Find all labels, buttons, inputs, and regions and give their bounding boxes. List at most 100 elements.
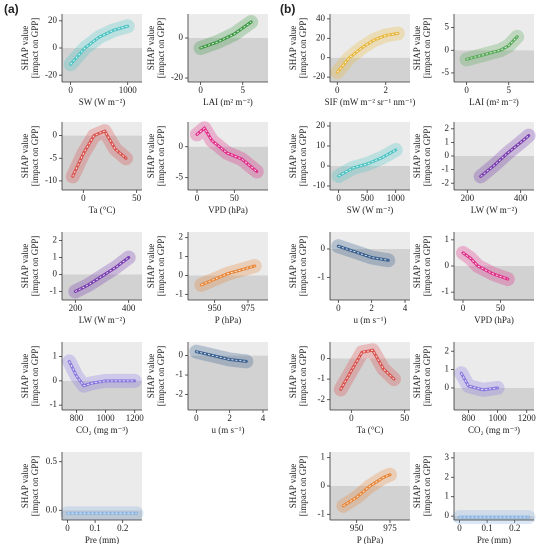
y-axis-label: SHAP value [20, 354, 30, 398]
positive-zone [330, 14, 410, 58]
y-axis-label: [impact on GPP] [156, 18, 166, 79]
trend-line [461, 251, 510, 281]
x-tick-label: 400 [122, 303, 136, 313]
x-axis-label: u (m s⁻¹) [354, 315, 387, 325]
y-tick-label: -1 [318, 373, 326, 383]
x-axis-label: LAI (m² m⁻²) [469, 97, 519, 107]
positive-zone [188, 232, 268, 276]
y-tick-label: -5 [176, 172, 184, 182]
y-tick-label: -2 [318, 394, 326, 404]
y-axis-label: SHAP value [412, 354, 422, 398]
trend-dash [338, 149, 396, 177]
x-tick-label: 0 [349, 413, 354, 423]
y-axis-label: SHAP value [412, 26, 422, 70]
x-tick-label: 5 [240, 85, 245, 95]
x-tick-label: 0 [198, 85, 203, 95]
x-tick-label: 950 [208, 303, 222, 313]
trend-dash [70, 25, 128, 65]
y-tick-label: -20 [313, 71, 325, 81]
y-tick-label: 2 [445, 345, 450, 355]
x-tick-label: 0 [336, 303, 341, 313]
x-tick-label: 0.1 [481, 523, 492, 533]
y-tick-label: 0 [445, 260, 450, 270]
y-axis-label: [impact on GPP] [30, 236, 40, 297]
y-axis-label: [impact on GPP] [30, 456, 40, 517]
y-tick-label: 10 [316, 140, 326, 150]
y-tick-label: -2 [442, 177, 450, 187]
trend-dash [201, 265, 255, 286]
trend-dash [480, 135, 529, 177]
trend-dash [72, 130, 127, 177]
x-tick-label: 0 [461, 303, 466, 313]
negative-zone [454, 387, 534, 410]
y-axis-label: SHAP value [412, 464, 422, 508]
y-axis-label: [impact on GPP] [298, 126, 308, 187]
y-axis-label: [impact on GPP] [156, 236, 166, 297]
x-tick-label: 800 [462, 413, 476, 423]
positive-zone [330, 232, 410, 249]
y-tick-label: -5 [50, 152, 58, 162]
y-tick-label: 0 [321, 52, 326, 62]
y-tick-label: 1 [179, 251, 184, 261]
y-tick-label: 0 [445, 382, 450, 392]
x-tick-label: 975 [241, 303, 255, 313]
negative-zone [330, 57, 410, 82]
y-axis-label: SHAP value [20, 134, 30, 178]
y-axis-label: SHAP value [288, 26, 298, 70]
y-axis-label: SHAP value [20, 26, 30, 70]
trend-dash [338, 245, 389, 261]
x-tick-label: 0 [464, 85, 469, 95]
y-tick-label: -20 [171, 72, 183, 82]
negative-zone [454, 266, 534, 300]
y-tick-label: 1 [53, 351, 58, 361]
x-tick-label: 1200 [518, 413, 537, 423]
y-axis-label: [impact on GPP] [422, 456, 432, 517]
y-tick-label: 1 [445, 364, 450, 374]
x-tick-label: 4 [261, 413, 266, 423]
x-tick-label: 2 [227, 413, 232, 423]
y-axis-label: [impact on GPP] [30, 126, 40, 187]
y-tick-label: -10 [313, 180, 325, 190]
y-axis-label: [impact on GPP] [156, 346, 166, 407]
trend-dash [196, 351, 247, 362]
positive-zone [454, 452, 534, 517]
x-tick-label: 0 [195, 193, 200, 203]
y-tick-label: 0 [445, 150, 450, 160]
x-tick-label: 50 [400, 413, 410, 423]
y-tick-label: -1 [176, 369, 184, 379]
y-axis-label: [impact on GPP] [298, 346, 308, 407]
negative-zone [330, 166, 410, 190]
y-tick-label: 1 [445, 136, 450, 146]
negative-zone [454, 50, 534, 82]
negative-zone [188, 355, 268, 410]
x-tick-label: 400 [514, 193, 528, 203]
x-axis-label: P (hPa) [215, 315, 241, 325]
x-axis-label: Pre (mm) [477, 535, 511, 544]
y-axis-label: SHAP value [146, 26, 156, 70]
y-tick-label: 40 [316, 13, 326, 23]
positive-zone [454, 122, 534, 156]
y-axis-label: SHAP value [20, 464, 30, 508]
negative-zone [62, 135, 142, 190]
x-axis-label: SW (W m⁻²) [347, 205, 394, 215]
y-axis-label: SHAP value [146, 244, 156, 288]
y-tick-label: 20 [316, 32, 326, 42]
y-tick-label: 2 [179, 232, 184, 242]
x-axis-label: LAI (m² m⁻²) [203, 97, 253, 107]
y-axis-label: SHAP value [288, 134, 298, 178]
x-axis-label: SW (W m⁻²) [79, 97, 126, 107]
trend-dash [343, 474, 391, 507]
y-tick-label: -1 [318, 271, 326, 281]
y-axis-label: SHAP value [146, 354, 156, 398]
y-tick-label: -10 [45, 175, 57, 185]
y-axis-label: [impact on GPP] [30, 346, 40, 407]
positive-zone [330, 122, 410, 166]
y-tick-label: -20 [45, 69, 57, 79]
x-axis-label: LW (W m⁻²) [471, 205, 517, 215]
y-tick-label: -5 [442, 67, 450, 77]
y-tick-label: 1 [321, 452, 326, 462]
y-tick-label: 1 [53, 252, 58, 262]
y-axis-label: [impact on GPP] [422, 126, 432, 187]
x-axis-label: CO₂ (mg m⁻³) [76, 425, 128, 435]
